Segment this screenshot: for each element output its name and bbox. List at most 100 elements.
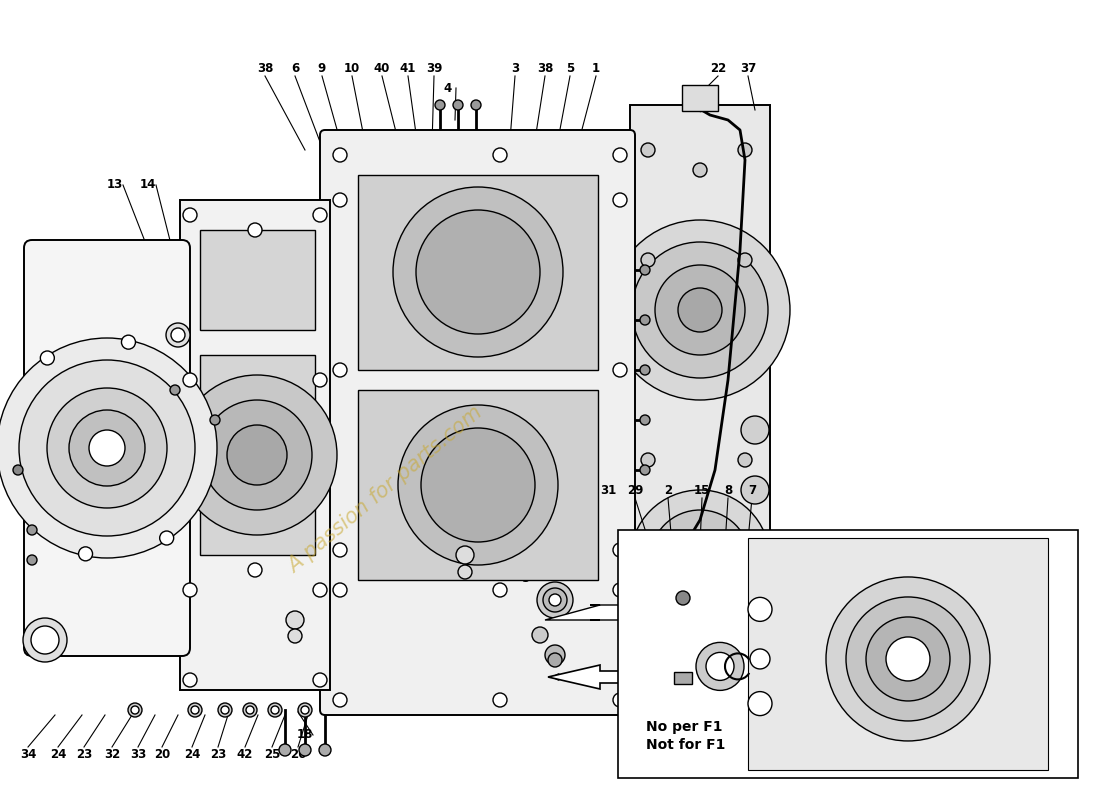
Circle shape [248, 223, 262, 237]
Text: 21: 21 [32, 462, 48, 474]
Text: 22: 22 [710, 62, 726, 74]
Text: 24: 24 [184, 749, 200, 762]
Circle shape [458, 565, 472, 579]
Polygon shape [630, 105, 770, 740]
Circle shape [493, 583, 507, 597]
Text: 27: 27 [540, 586, 557, 598]
Bar [618, 530, 1078, 778]
Circle shape [191, 706, 199, 714]
Circle shape [672, 532, 728, 588]
Circle shape [131, 706, 139, 714]
Circle shape [202, 400, 312, 510]
Text: No per F1
Not for F1: No per F1 Not for F1 [646, 720, 725, 752]
Circle shape [493, 148, 507, 162]
Circle shape [748, 598, 772, 622]
Circle shape [613, 193, 627, 207]
FancyBboxPatch shape [24, 240, 190, 656]
Circle shape [640, 415, 650, 425]
Text: 40: 40 [652, 539, 668, 553]
Circle shape [333, 193, 346, 207]
Circle shape [28, 525, 37, 535]
Circle shape [227, 425, 287, 485]
Circle shape [544, 645, 565, 665]
Circle shape [549, 594, 561, 606]
Text: 14: 14 [140, 178, 156, 191]
Text: 30: 30 [572, 483, 588, 497]
Circle shape [693, 693, 707, 707]
Text: 12: 12 [10, 462, 26, 474]
Bar [358, 175, 598, 370]
Circle shape [128, 703, 142, 717]
Circle shape [456, 546, 474, 564]
Text: 7: 7 [748, 483, 756, 497]
Text: 6: 6 [290, 62, 299, 74]
Circle shape [218, 703, 232, 717]
Text: 3: 3 [510, 62, 519, 74]
Circle shape [738, 643, 752, 657]
Text: A passion for parts.com: A passion for parts.com [284, 403, 486, 577]
Circle shape [641, 453, 654, 467]
Text: 44: 44 [250, 554, 266, 566]
Circle shape [741, 416, 769, 444]
Circle shape [613, 148, 627, 162]
Circle shape [748, 691, 772, 716]
Circle shape [248, 563, 262, 577]
Text: 19: 19 [189, 423, 206, 437]
Circle shape [696, 642, 744, 690]
Circle shape [0, 338, 217, 558]
Circle shape [183, 583, 197, 597]
Circle shape [826, 577, 990, 741]
Circle shape [654, 265, 745, 355]
Text: 38: 38 [537, 62, 553, 74]
Text: 33: 33 [130, 749, 146, 762]
Circle shape [640, 265, 650, 275]
Text: 23: 23 [210, 749, 227, 762]
Circle shape [613, 363, 627, 377]
Circle shape [314, 373, 327, 387]
Circle shape [738, 143, 752, 157]
Circle shape [610, 220, 790, 400]
Circle shape [183, 208, 197, 222]
Circle shape [183, 673, 197, 687]
Circle shape [78, 547, 92, 561]
Circle shape [706, 653, 734, 680]
Bar [200, 355, 315, 555]
Text: 10: 10 [344, 62, 360, 74]
Text: 17: 17 [675, 738, 692, 751]
Text: 41: 41 [700, 539, 716, 553]
Circle shape [166, 323, 190, 347]
Text: 15: 15 [694, 483, 711, 497]
Circle shape [121, 335, 135, 349]
Text: 25: 25 [264, 749, 280, 762]
Circle shape [333, 148, 346, 162]
Circle shape [641, 253, 654, 267]
Circle shape [333, 543, 346, 557]
Circle shape [298, 703, 312, 717]
Circle shape [89, 430, 125, 466]
Text: 2: 2 [664, 483, 672, 497]
Text: 42: 42 [236, 749, 253, 762]
Circle shape [676, 591, 690, 605]
Text: 16: 16 [631, 723, 648, 737]
Text: 1: 1 [592, 62, 601, 74]
Text: 5: 5 [565, 62, 574, 74]
Circle shape [246, 706, 254, 714]
Text: 26: 26 [289, 749, 306, 762]
Text: 18: 18 [297, 729, 313, 742]
Text: 20: 20 [213, 423, 230, 437]
Circle shape [393, 187, 563, 357]
Circle shape [632, 242, 768, 378]
Circle shape [453, 100, 463, 110]
Circle shape [548, 653, 562, 667]
Circle shape [170, 385, 180, 395]
Text: 8: 8 [724, 483, 733, 497]
Text: 38: 38 [256, 62, 273, 74]
Text: 36: 36 [34, 529, 51, 542]
Circle shape [650, 510, 750, 610]
Circle shape [613, 583, 627, 597]
Text: 37: 37 [740, 62, 756, 74]
Circle shape [268, 703, 282, 717]
Circle shape [640, 465, 650, 475]
Circle shape [741, 476, 769, 504]
Circle shape [543, 588, 566, 612]
